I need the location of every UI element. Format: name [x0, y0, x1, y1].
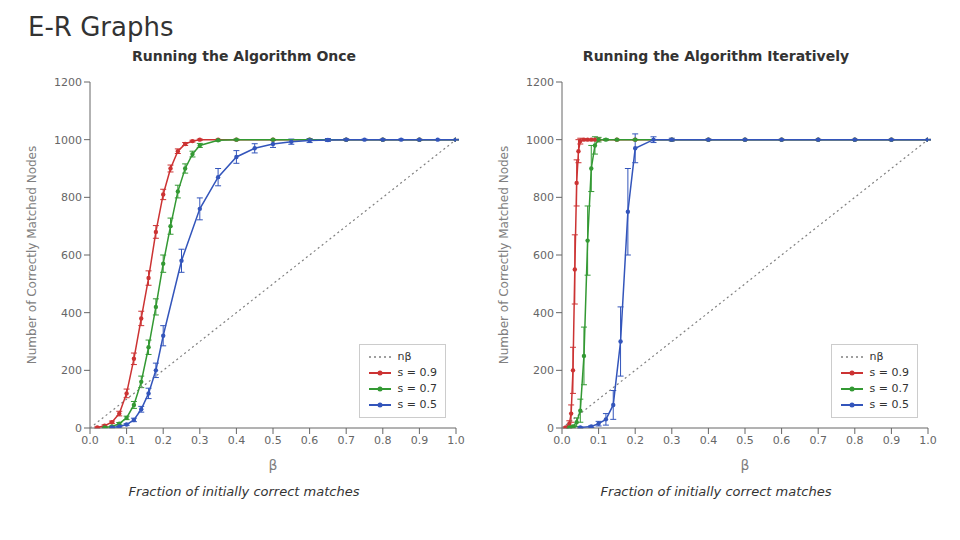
- svg-text:0.9: 0.9: [883, 434, 901, 447]
- svg-text:0.0: 0.0: [81, 434, 99, 447]
- svg-text:0.7: 0.7: [337, 434, 355, 447]
- html-text:E-R Graphs: E-R Graphs: [28, 12, 174, 42]
- html-text:s = 0.5: s = 0.5: [869, 398, 909, 411]
- svg-text:0.2: 0.2: [626, 434, 644, 447]
- svg-text:0.8: 0.8: [846, 434, 864, 447]
- svg-text:β: β: [269, 457, 278, 473]
- svg-text:0: 0: [547, 422, 554, 435]
- svg-text:1000: 1000: [526, 134, 554, 147]
- svg-text:β: β: [741, 457, 750, 473]
- svg-text:1.0: 1.0: [447, 434, 465, 447]
- svg-text:0.9: 0.9: [411, 434, 429, 447]
- svg-text:200: 200: [533, 364, 554, 377]
- svg-text:0.8: 0.8: [374, 434, 392, 447]
- svg-text:0.5: 0.5: [264, 434, 282, 447]
- html-text:Running the Algorithm Once: Running the Algorithm Once: [131, 48, 357, 64]
- svg-text:0.6: 0.6: [301, 434, 319, 447]
- html-text:Fraction of initially correct: Fraction of initially correct matches: [600, 484, 832, 499]
- svg-text:0.6: 0.6: [773, 434, 791, 447]
- html-text:s = 0.5: s = 0.5: [397, 398, 437, 411]
- svg-text:0.1: 0.1: [590, 434, 608, 447]
- html-text:s = 0.7: s = 0.7: [869, 382, 909, 395]
- svg-text:0.2: 0.2: [154, 434, 172, 447]
- svg-text:0.4: 0.4: [228, 434, 246, 447]
- svg-text:400: 400: [533, 307, 554, 320]
- svg-text:1.0: 1.0: [919, 434, 937, 447]
- svg-text:600: 600: [61, 249, 82, 262]
- svg-text:Number of Correctly Matched No: Number of Correctly Matched Nodes: [25, 146, 39, 364]
- svg-text:0.0: 0.0: [553, 434, 571, 447]
- html-text:nβ: nβ: [869, 350, 884, 363]
- svg-text:400: 400: [61, 307, 82, 320]
- svg-text:0: 0: [75, 422, 82, 435]
- html-text:nβ: nβ: [397, 350, 412, 363]
- svg-text:800: 800: [61, 191, 82, 204]
- svg-text:200: 200: [61, 364, 82, 377]
- svg-text:0.3: 0.3: [191, 434, 209, 447]
- svg-text:0.5: 0.5: [736, 434, 754, 447]
- svg-text:800: 800: [533, 191, 554, 204]
- html-text:Fraction of initially correct: Fraction of initially correct matches: [128, 484, 360, 499]
- html-text:s = 0.9: s = 0.9: [869, 366, 909, 379]
- svg-text:0.4: 0.4: [700, 434, 718, 447]
- svg-text:1000: 1000: [54, 134, 82, 147]
- svg-text:0.7: 0.7: [809, 434, 827, 447]
- svg-text:0.3: 0.3: [663, 434, 681, 447]
- svg-text:1200: 1200: [54, 76, 82, 89]
- svg-text:Number of Correctly Matched No: Number of Correctly Matched Nodes: [497, 146, 511, 364]
- html-text:Running the Algorithm Iterativ: Running the Algorithm Iteratively: [582, 48, 850, 64]
- html-text:s = 0.9: s = 0.9: [397, 366, 437, 379]
- svg-text:600: 600: [533, 249, 554, 262]
- svg-text:1200: 1200: [526, 76, 554, 89]
- svg-text:0.1: 0.1: [118, 434, 136, 447]
- html-text:s = 0.7: s = 0.7: [397, 382, 437, 395]
